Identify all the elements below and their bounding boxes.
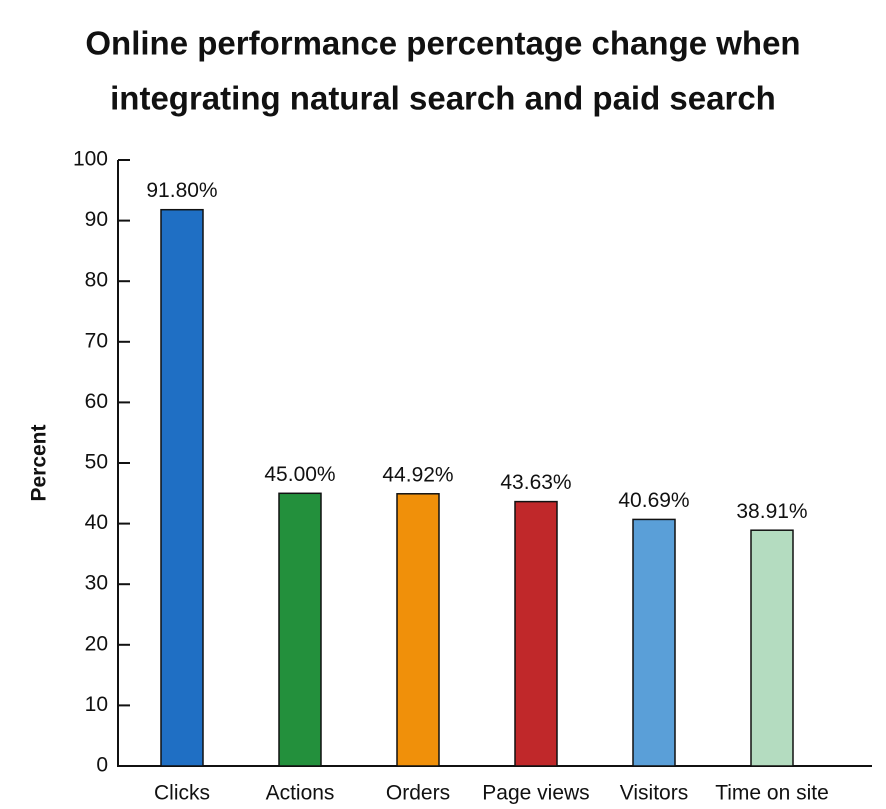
y-tick-label: 0 bbox=[96, 754, 108, 777]
y-tick-label: 50 bbox=[85, 451, 108, 474]
x-tick-label: Clicks bbox=[154, 782, 210, 805]
y-tick-label: 100 bbox=[73, 148, 108, 171]
y-tick-label: 70 bbox=[85, 329, 108, 352]
bar bbox=[160, 208, 204, 767]
x-tick-label: Page views bbox=[482, 782, 589, 805]
y-axis-label: Percent bbox=[28, 424, 51, 501]
bar bbox=[396, 493, 440, 767]
bar bbox=[278, 492, 322, 767]
bar bbox=[632, 518, 676, 767]
y-tick-label: 20 bbox=[85, 632, 108, 655]
y-tick-label: 10 bbox=[85, 693, 108, 716]
bar bbox=[750, 529, 794, 767]
x-tick-label: Actions bbox=[266, 782, 335, 805]
y-tick-label: 30 bbox=[85, 572, 108, 595]
bar bbox=[514, 500, 558, 767]
data-label: 44.92% bbox=[382, 463, 453, 486]
x-tick-label: Orders bbox=[386, 782, 450, 805]
data-label: 91.80% bbox=[146, 179, 217, 202]
data-label: 38.91% bbox=[736, 500, 807, 523]
data-label: 45.00% bbox=[264, 463, 335, 486]
chart-title: Online performance percentage change whe… bbox=[85, 25, 800, 62]
data-label: 43.63% bbox=[500, 471, 571, 494]
y-tick-label: 80 bbox=[85, 269, 108, 292]
y-tick-label: 90 bbox=[85, 208, 108, 231]
y-tick-label: 60 bbox=[85, 390, 108, 413]
data-label: 40.69% bbox=[618, 489, 689, 512]
y-tick-label: 40 bbox=[85, 511, 108, 534]
x-tick-label: Visitors bbox=[620, 782, 688, 805]
chart-title: integrating natural search and paid sear… bbox=[110, 80, 776, 117]
x-tick-label: Time on site bbox=[715, 782, 829, 805]
